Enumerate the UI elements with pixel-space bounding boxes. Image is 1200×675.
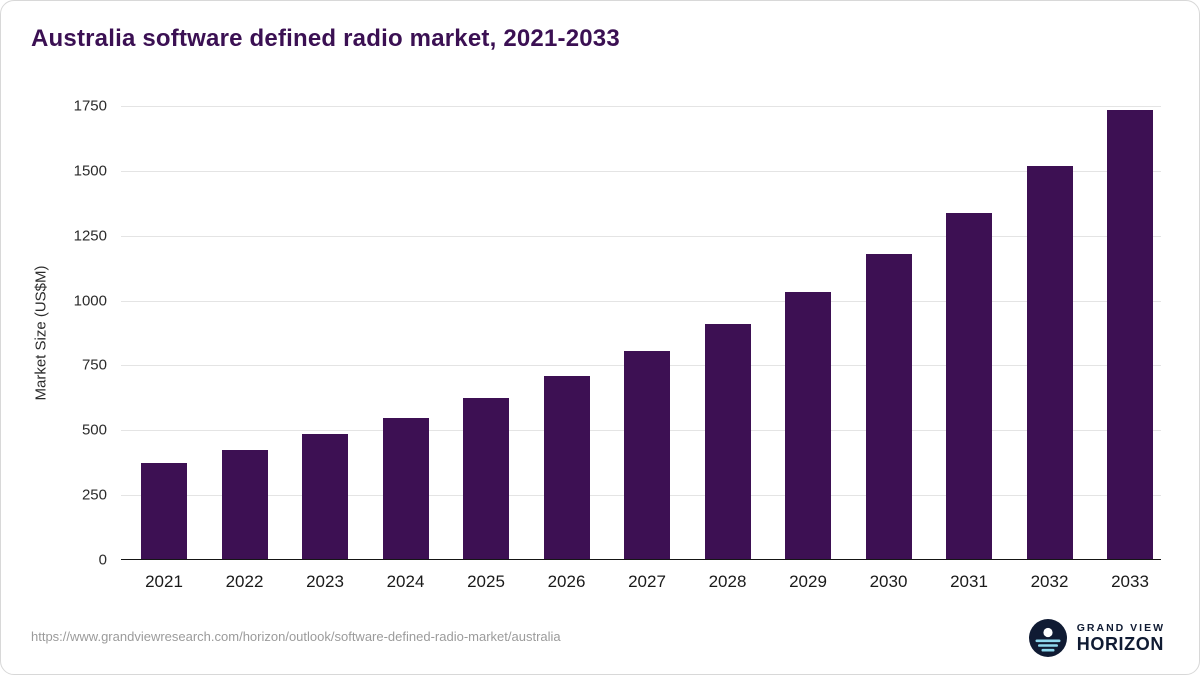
x-tick-label: 2024: [386, 572, 425, 591]
y-tick-label: 1500: [73, 162, 107, 180]
x-tick-label: 2023: [306, 572, 344, 591]
gridline: [121, 170, 1161, 172]
x-tick-label: 2022: [225, 572, 264, 591]
bar-2027: [624, 351, 670, 559]
chart-title: Australia software defined radio market,…: [31, 25, 620, 52]
bar-2031: [946, 212, 992, 559]
gridline: [121, 300, 1161, 302]
x-tick-label: 2025: [467, 572, 505, 591]
bar-2025: [463, 398, 509, 559]
y-axis-title: Market Size (US$M): [32, 265, 50, 401]
y-tick-label: 500: [81, 421, 107, 439]
x-tick-label: 2032: [1030, 572, 1069, 591]
y-tick-label: 0: [98, 551, 107, 569]
logo-text: GRAND VIEW HORIZON: [1077, 622, 1165, 655]
x-tick-label: 2029: [789, 572, 827, 591]
plot-area: 0 250 500 750 1000 1250 1500 1750 2021 2022 2023 20…: [74, 98, 1161, 591]
horizon-sun-icon: [1028, 619, 1067, 657]
bar-2021: [141, 463, 187, 559]
x-tick-label: 2033: [1111, 572, 1149, 591]
y-tick-label: 250: [81, 486, 107, 504]
x-tick-label: 2031: [950, 572, 988, 591]
gridline: [121, 235, 1161, 237]
bar-2028: [704, 324, 751, 559]
y-tick-label: 1250: [73, 227, 107, 245]
bar-2022: [221, 450, 268, 559]
x-tick-label: 2026: [547, 572, 586, 591]
bar-2026: [543, 376, 590, 559]
bar-2033: [1107, 110, 1153, 559]
bar-2029: [785, 291, 831, 559]
y-tick-label: 1000: [73, 292, 107, 310]
bar-2023: [302, 434, 348, 559]
bar-2030: [865, 254, 912, 559]
source-url: https://www.grandviewresearch.com/horizo…: [31, 629, 561, 644]
bar-2032: [1026, 165, 1073, 559]
x-tick-label: 2021: [145, 572, 183, 591]
x-tick-label: 2028: [708, 572, 747, 591]
x-axis-line: [121, 558, 1161, 560]
grand-view-horizon-logo: GRAND VIEW HORIZON: [1028, 619, 1165, 657]
x-tick-label: 2027: [628, 572, 666, 591]
logo-line-horizon: HORIZON: [1076, 633, 1164, 654]
y-tick-label: 1750: [73, 97, 107, 115]
y-tick-label: 750: [81, 356, 107, 374]
bar-2024: [382, 417, 429, 559]
x-tick-label: 2030: [869, 572, 908, 591]
gridline: [121, 106, 1161, 107]
logo-line-grand-view: GRAND VIEW: [1076, 621, 1165, 634]
